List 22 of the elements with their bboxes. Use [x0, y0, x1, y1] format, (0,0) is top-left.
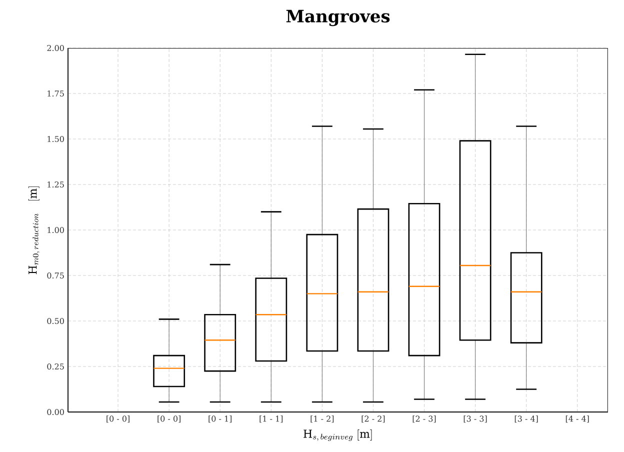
x-tick-label: [0 - 1]: [208, 416, 232, 423]
y-tick-label: 1.25: [48, 181, 64, 188]
y-tick-label: 1.50: [48, 136, 64, 142]
x-tick-label: [1 - 2]: [310, 416, 334, 423]
y-tick-label: 0.25: [47, 363, 64, 370]
x-tick-label: [1 - 1]: [260, 416, 283, 423]
y-tick-label: 0.75: [47, 272, 64, 279]
y-tick-label: 0.00: [47, 408, 64, 416]
x-tick-label: [0 - 0]: [106, 416, 130, 423]
chart-title: Mangroves: [286, 10, 390, 26]
x-tick-label: [3 - 4]: [514, 416, 538, 423]
x-tick-label: [4 - 4]: [566, 416, 589, 423]
x-axis-title: $\mathrm{H}_{s,\,beginveg}\;[\mathrm{m}]$: [304, 430, 372, 442]
y-tick-label: 0.50: [47, 318, 64, 324]
y-tick-label: 2.00: [47, 44, 64, 52]
x-tick-label: [0 - 0]: [158, 416, 180, 423]
x-tick-label: [3 - 3]: [464, 416, 487, 423]
x-tick-label: [2 - 3]: [412, 416, 436, 423]
y-axis-title: $\mathrm{H}_{m0,\,reduction}\quad[\mathrm{m}]$: [28, 186, 40, 274]
x-tick-label: [2 - 2]: [362, 416, 385, 423]
y-tick-label: 1.00: [48, 226, 64, 234]
y-tick-label: 1.75: [48, 90, 64, 97]
